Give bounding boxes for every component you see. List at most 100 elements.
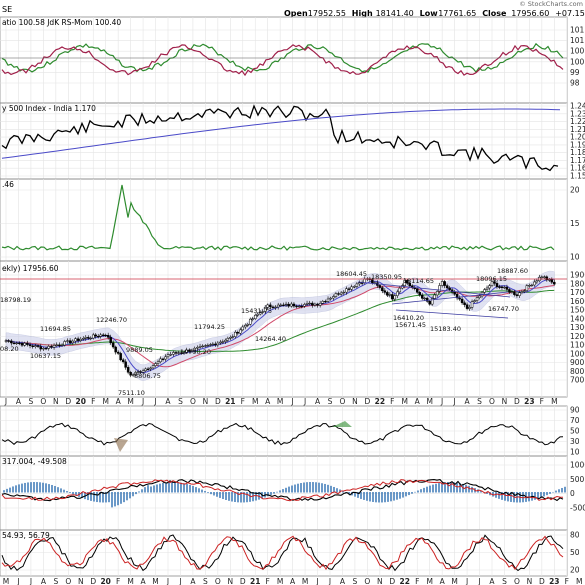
candle-body (460, 298, 464, 304)
macd-bar (171, 482, 173, 493)
macd-bar (6, 488, 8, 493)
macd-bar (183, 483, 185, 493)
bot-month-14: J (178, 577, 181, 585)
candle-body (234, 331, 237, 337)
candle-body (535, 280, 539, 283)
candle-body (282, 304, 285, 306)
macd-bar (333, 486, 335, 493)
mid-month-13: A (165, 397, 171, 406)
macd-bar (75, 492, 77, 496)
candle-body (339, 292, 343, 295)
macd-bar (282, 489, 284, 493)
candle-body (530, 284, 534, 287)
stoch-label: 54.93, 56.79 (2, 531, 50, 540)
macd-bar (501, 492, 503, 500)
price-annotation-a14: 12246.70 (96, 316, 127, 324)
macd-bar (456, 482, 458, 493)
price-annotation-a19: 7511.10 (118, 389, 145, 397)
mid-month-15: O (190, 397, 196, 406)
candle-body (495, 283, 499, 288)
price-annotation-a15: 11794.25 (194, 323, 225, 331)
candle-body (114, 346, 117, 353)
mid-month-10: M (127, 397, 133, 406)
macd-bar (549, 492, 551, 494)
bot-month-32: 22 (400, 577, 410, 585)
candle-body (545, 276, 549, 281)
price-annotation-a5: 18887.60 (497, 267, 528, 275)
candle-body (47, 346, 50, 349)
macd-bar (336, 488, 338, 493)
mid-month-27: O (340, 397, 346, 406)
macd-bar (42, 482, 44, 493)
candle-body (347, 288, 351, 290)
macd-bar (120, 492, 122, 504)
macd-bar (438, 483, 440, 493)
vol-tick-1: 15 (570, 219, 580, 228)
macd-bar (105, 492, 107, 503)
bot-month-5: O (65, 577, 71, 585)
candle-body (126, 367, 130, 373)
candle-body (68, 340, 72, 344)
mid-month-36: J (453, 397, 456, 406)
candle-body (543, 276, 546, 278)
bot-month-27: A (340, 577, 346, 585)
mid-month-28: N (352, 397, 358, 406)
macd-bar (270, 492, 272, 495)
candle-body (305, 303, 309, 305)
candle-body (458, 297, 461, 300)
bot-month-35: A (440, 577, 446, 585)
rel-tick-6: 1.18 (570, 148, 585, 157)
mid-month-5: D (65, 397, 71, 406)
candle-body (258, 312, 262, 315)
macd-bar (390, 492, 392, 502)
mid-month-44: M (551, 397, 557, 406)
mid-month-17: D (215, 397, 221, 406)
macd-bar (546, 492, 548, 496)
macd-histogram (3, 482, 566, 508)
candle-body (332, 296, 335, 299)
mid-month-1: A (16, 397, 22, 406)
candle-body (261, 311, 264, 313)
vol-tick-0: 20 (570, 186, 580, 195)
macd-bar (399, 492, 401, 499)
candle-body (475, 297, 479, 301)
candle-body (251, 318, 254, 320)
bot-month-39: A (489, 577, 495, 585)
price-candles (4, 274, 556, 378)
candle-body (443, 281, 446, 286)
macd-panel: 317.004, -49.508 1000 500 0 -500 (0, 455, 585, 531)
candle-body (326, 298, 330, 302)
macd-bar (450, 482, 452, 493)
candle-body (525, 285, 529, 291)
price-tick-0: 1900 (570, 271, 585, 280)
candle-body (334, 293, 338, 297)
candle-body (159, 358, 162, 363)
candle-body (266, 304, 269, 308)
macd-bar (417, 490, 419, 493)
rsi-tick-2: 50 (570, 427, 580, 436)
bot-month-1: J (16, 577, 19, 585)
candle-body (316, 303, 319, 306)
candle-body (518, 292, 521, 296)
price-tick-11: 800 (570, 367, 585, 376)
macd-bar (117, 492, 119, 506)
candle-body (26, 342, 29, 345)
candle-body (274, 306, 277, 309)
candle-body (172, 352, 175, 355)
mid-month-21: A (265, 397, 271, 406)
candle-body (515, 294, 519, 296)
candle-body (401, 285, 404, 289)
macd-bar (96, 492, 98, 503)
candle-body (109, 337, 112, 344)
price-axis: 1900180017001600150014001300120011001000… (570, 271, 585, 385)
macd-bar (108, 492, 110, 503)
trendline-channel (395, 309, 509, 319)
bot-month-23: A (290, 577, 296, 585)
macd-bar (453, 482, 455, 493)
macd-bar (471, 486, 473, 493)
candle-body (423, 297, 426, 300)
macd-axis: 1000 500 0 -500 (570, 461, 585, 513)
candle-body (99, 334, 102, 337)
bot-month-38: J (477, 577, 480, 585)
macd-bar (237, 492, 239, 503)
